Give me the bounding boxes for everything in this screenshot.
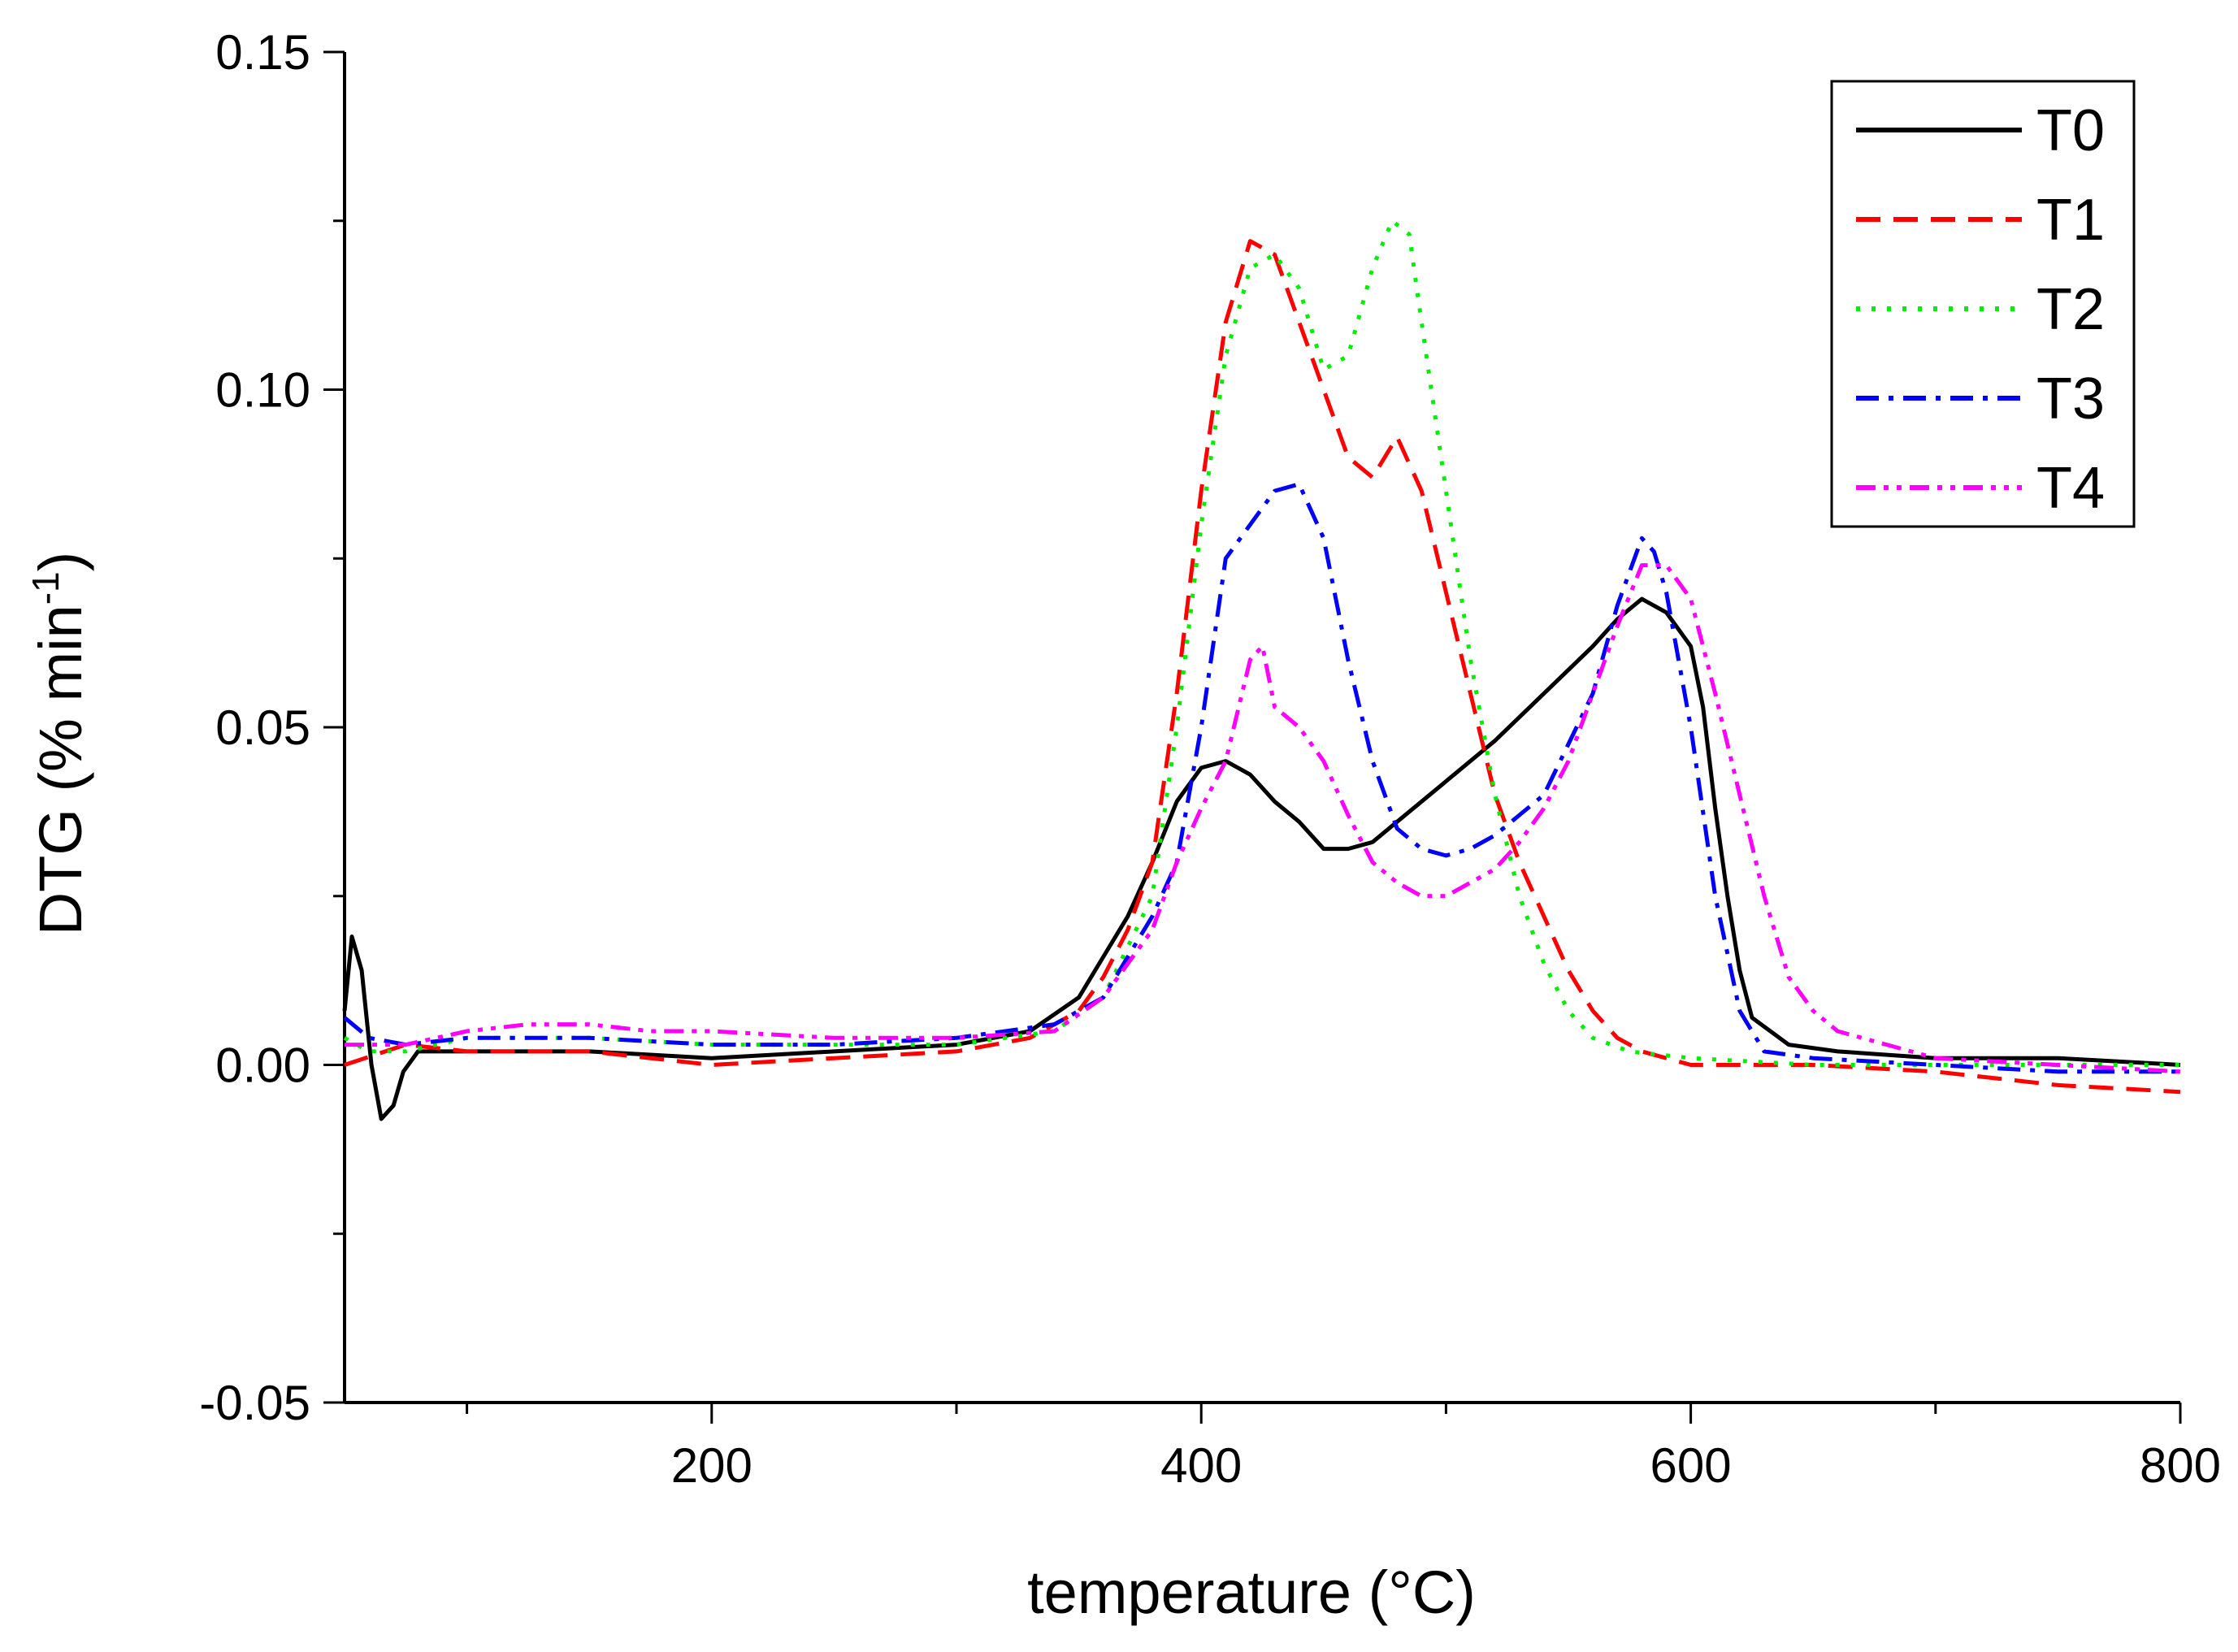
x-axis-title: temperature (°C) xyxy=(1027,1559,1476,1626)
x-tick-label: 400 xyxy=(1160,1438,1242,1493)
series-line-t0 xyxy=(342,596,2181,1121)
series-line-t1 xyxy=(344,239,2181,1095)
y-axis: -0.05 0.00 0.05 0.10 0.15 xyxy=(199,25,346,1430)
y-tick-label: 0.10 xyxy=(215,363,310,418)
y-axis-title-superscript: -1 xyxy=(24,571,67,605)
series-line-t3 xyxy=(343,482,2180,1074)
legend-box xyxy=(1830,80,2136,528)
series-line-t4 xyxy=(345,563,2181,1074)
y-axis-title-close: ) xyxy=(27,552,94,572)
legend: T0 T1 T2 T3 T4 xyxy=(1830,80,2136,528)
y-tick-label: 0.15 xyxy=(215,25,310,80)
x-tick-label: 600 xyxy=(1650,1438,1732,1493)
legend-label-t2: T2 xyxy=(2036,277,2105,342)
x-axis: 200 400 600 800 xyxy=(345,1401,2221,1493)
plot-series xyxy=(342,219,2181,1121)
y-axis-title: DTG (% min-1) xyxy=(24,552,94,936)
legend-label-t1: T1 xyxy=(2036,188,2105,253)
x-tick-label: 200 xyxy=(671,1438,753,1493)
y-tick-label: 0.00 xyxy=(215,1038,310,1093)
legend-label-t3: T3 xyxy=(2036,366,2105,431)
y-tick-label: 0.05 xyxy=(215,700,310,755)
legend-label-t0: T0 xyxy=(2036,98,2105,163)
legend-label-t4: T4 xyxy=(2036,456,2105,521)
y-axis-title-main: DTG (% min xyxy=(27,605,94,935)
y-tick-label: -0.05 xyxy=(199,1376,310,1430)
x-tick-label: 800 xyxy=(2140,1438,2221,1493)
